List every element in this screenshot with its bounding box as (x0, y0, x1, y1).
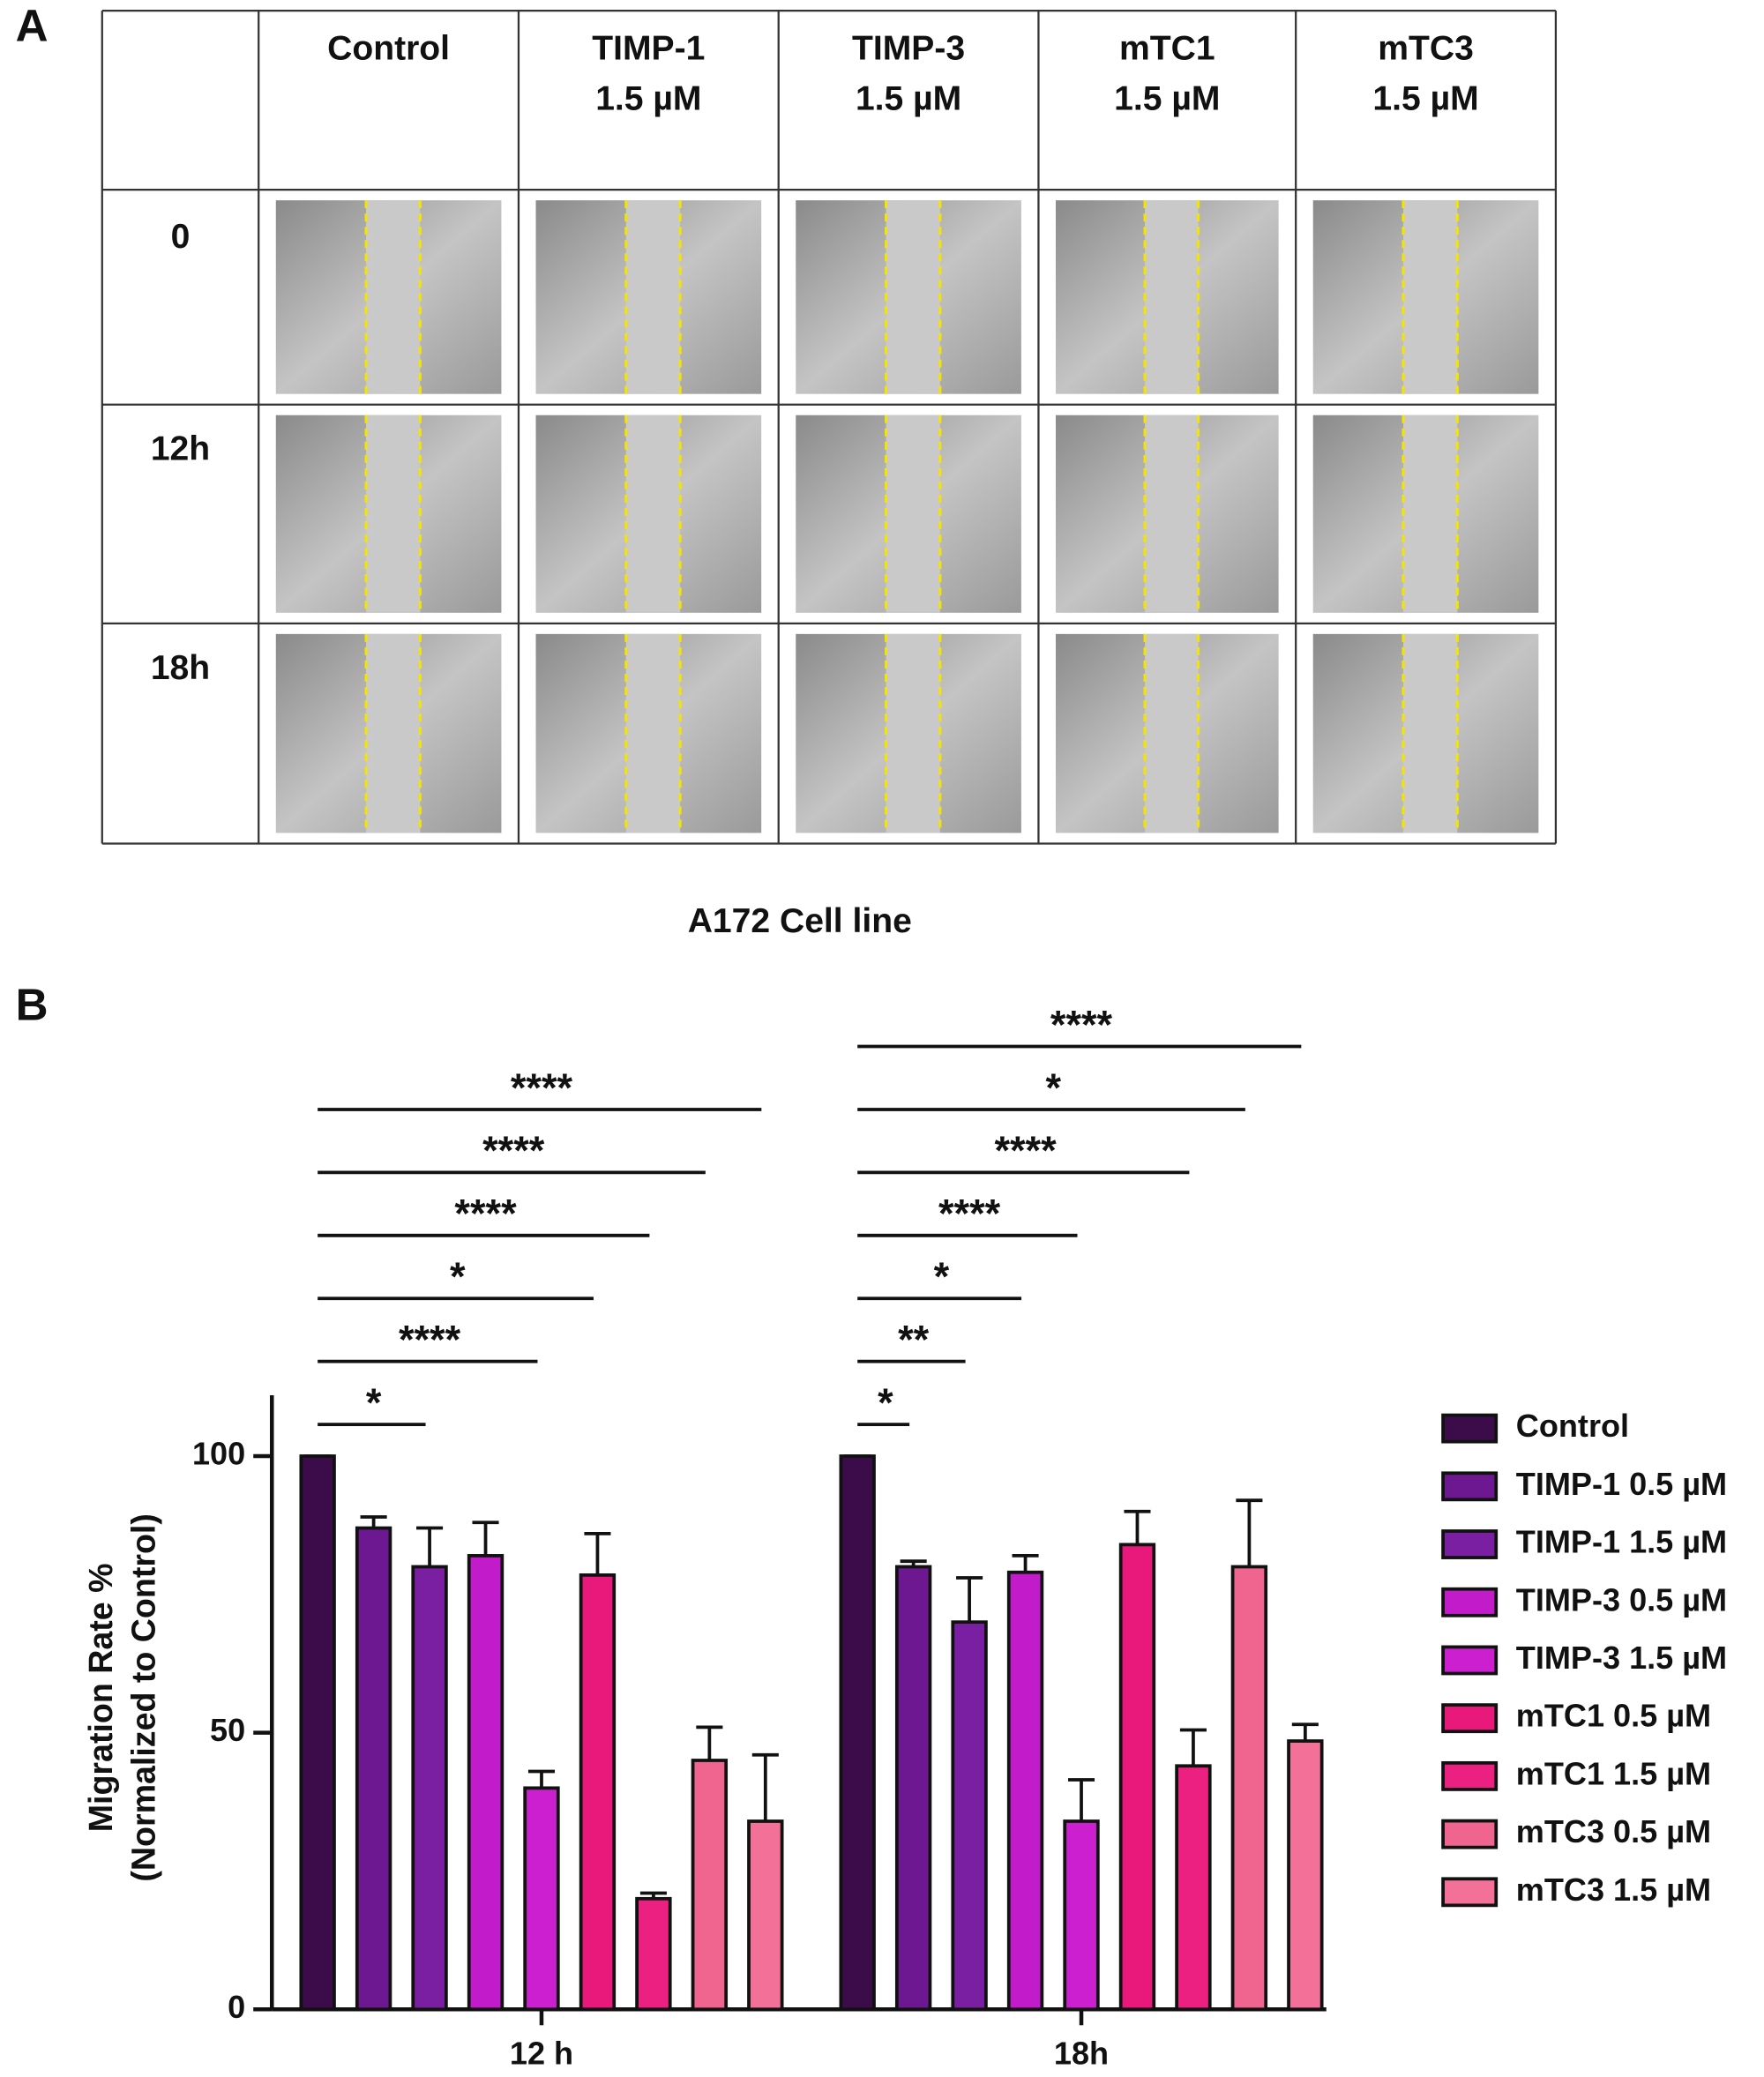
scratch-gap (1145, 200, 1199, 394)
legend-label: mTC3 1.5 µM (1516, 1872, 1711, 1908)
bar (579, 1573, 617, 2012)
column-header: 1.5 µM (856, 80, 961, 118)
y-tick-label: 0 (228, 1989, 245, 2025)
scratch-gap (625, 200, 681, 394)
bar (1287, 1739, 1324, 2012)
significance-label: **** (938, 1192, 1001, 1236)
legend-swatch (1441, 1760, 1499, 1791)
legend-swatch (1441, 1703, 1499, 1734)
bar (635, 1896, 672, 2012)
bar (467, 1554, 505, 2012)
scratch-gap (1402, 200, 1458, 394)
bar (747, 1819, 784, 2012)
significance-label: ** (898, 1318, 930, 1363)
significance-label: * (366, 1380, 382, 1425)
column-header: 1.5 µM (595, 80, 701, 118)
legend-swatch (1441, 1529, 1499, 1559)
row-label: 12h (151, 430, 210, 468)
bar (1175, 1764, 1212, 2012)
legend-swatch (1441, 1819, 1499, 1849)
scratch-gap (1402, 415, 1458, 613)
legend-label: Control (1516, 1408, 1629, 1444)
bar (839, 1454, 876, 2012)
scratch-gap (366, 200, 421, 394)
caption: A172 Cell line (688, 902, 912, 940)
x-tick-label: 12 h (510, 2035, 573, 2071)
scratch-gap (886, 633, 940, 833)
scratch-gap (366, 633, 421, 833)
y-tick-label: 50 (210, 1712, 245, 1748)
significance-label: * (934, 1254, 950, 1299)
significance-label: * (450, 1254, 466, 1299)
legend-label: mTC1 1.5 µM (1516, 1755, 1711, 1791)
bar (1006, 1570, 1044, 2012)
significance-label: **** (482, 1128, 545, 1173)
legend-swatch (1441, 1645, 1499, 1676)
row-label: 18h (151, 649, 210, 687)
significance-label: **** (511, 1065, 573, 1110)
column-header: 1.5 µM (1372, 80, 1478, 118)
column-header: mTC1 (1119, 30, 1215, 68)
bar (951, 1620, 988, 2012)
column-header: 1.5 µM (1114, 80, 1220, 118)
row-label: 0 (171, 218, 191, 256)
scratch-gap (1145, 415, 1199, 613)
scratch-gap (625, 415, 681, 613)
column-header: TIMP-1 (592, 30, 705, 68)
scratch-gap (1402, 633, 1458, 833)
legend-label: mTC3 0.5 µM (1516, 1813, 1711, 1849)
bar (1230, 1565, 1268, 2012)
scratch-gap (1145, 633, 1199, 833)
legend-swatch (1441, 1587, 1499, 1618)
bar (299, 1454, 336, 2012)
significance-label: * (1046, 1065, 1062, 1110)
significance-label: * (878, 1380, 893, 1425)
significance-label: **** (1050, 1002, 1113, 1047)
bar (411, 1565, 448, 2012)
legend-label: TIMP-1 0.5 µM (1516, 1466, 1727, 1502)
column-header: TIMP-3 (852, 30, 965, 68)
bar (1118, 1543, 1156, 2012)
bar (894, 1565, 932, 2012)
column-header: Control (327, 30, 450, 68)
panel-label: B (16, 979, 49, 1029)
x-tick-label: 18h (1054, 2035, 1109, 2071)
bar (691, 1759, 729, 2012)
scratch-gap (886, 415, 940, 613)
significance-label: **** (454, 1192, 517, 1236)
legend-label: TIMP-3 1.5 µM (1516, 1640, 1727, 1676)
scratch-gap (366, 415, 421, 613)
legend-swatch (1441, 1877, 1499, 1908)
bar (523, 1786, 560, 2012)
legend-label: TIMP-1 1.5 µM (1516, 1524, 1727, 1560)
scratch-gap (625, 633, 681, 833)
y-axis-title-line: Migration Rate % (82, 1563, 119, 1832)
significance-label: **** (399, 1318, 461, 1363)
legend-label: mTC1 0.5 µM (1516, 1698, 1711, 1734)
scratch-gap (886, 200, 940, 394)
bar (1063, 1819, 1100, 2012)
significance-label: **** (994, 1128, 1057, 1173)
column-header: mTC3 (1378, 30, 1474, 68)
y-axis-title-line: (Normalized to Control) (124, 1513, 161, 1882)
legend-swatch (1441, 1471, 1499, 1502)
legend-swatch (1441, 1413, 1499, 1444)
y-tick-label: 100 (192, 1436, 245, 1472)
bar (355, 1526, 392, 2012)
y-axis-title: Migration Rate % (Normalized to Control) (82, 1513, 161, 1882)
panel-label: A (16, 1, 49, 51)
legend-label: TIMP-3 0.5 µM (1516, 1581, 1727, 1618)
